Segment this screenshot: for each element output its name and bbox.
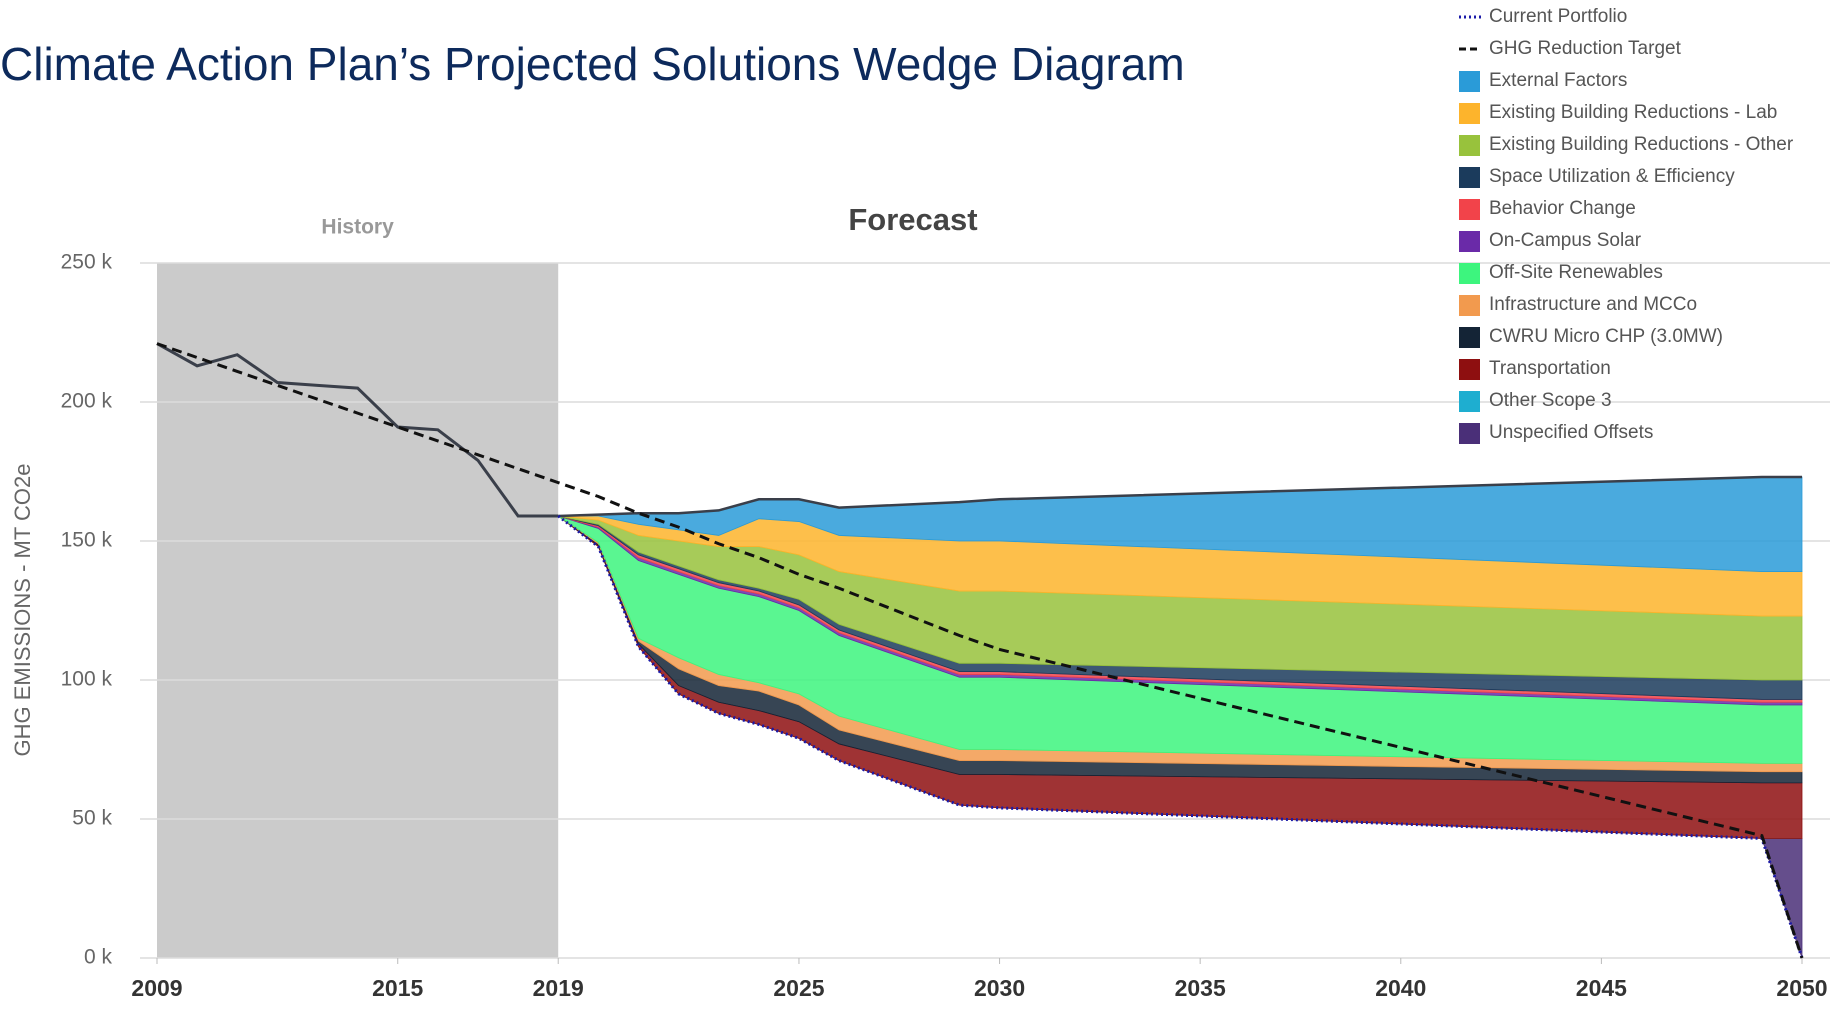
- legend-label: Unspecified Offsets: [1489, 422, 1653, 443]
- legend-swatch: [1459, 263, 1480, 284]
- legend-swatch: [1459, 327, 1480, 348]
- legend-swatch: [1459, 71, 1480, 92]
- legend-swatch: [1459, 231, 1480, 252]
- legend-swatch: [1459, 167, 1480, 188]
- history-band: [157, 263, 559, 958]
- legend-label: On-Campus Solar: [1489, 230, 1642, 251]
- legend-swatch: [1459, 295, 1480, 316]
- legend-swatch: [1459, 135, 1480, 156]
- stack-top-line: [558, 475, 1802, 518]
- x-tick-label: 2040: [1375, 975, 1426, 1001]
- legend-swatch: [1459, 423, 1480, 444]
- chart-title: Climate Action Plan’s Projected Solution…: [0, 38, 1185, 90]
- legend-label: Existing Building Reductions - Lab: [1489, 102, 1777, 123]
- y-tick-label: 50 k: [72, 807, 112, 830]
- x-tick-label: 2025: [773, 975, 824, 1001]
- legend-label: CWRU Micro CHP (3.0MW): [1489, 326, 1723, 347]
- x-tick-label: 2035: [1175, 975, 1226, 1001]
- y-tick-label: 0 k: [84, 946, 113, 969]
- line-series: [557, 514, 1804, 959]
- y-tick-label: 250 k: [61, 251, 113, 274]
- y-tick-label: 100 k: [61, 668, 113, 691]
- legend-label: Off-Site Renewables: [1489, 262, 1663, 283]
- legend-swatch: [1459, 359, 1480, 380]
- x-tick-label: 2030: [974, 975, 1025, 1001]
- y-tick-label: 200 k: [61, 390, 113, 413]
- y-axis-title: GHG EMISSIONS - MT CO2e: [10, 464, 35, 757]
- legend-label: Existing Building Reductions - Other: [1489, 134, 1794, 155]
- legend-label: GHG Reduction Target: [1489, 38, 1682, 59]
- x-tick-label: 2019: [533, 975, 584, 1001]
- legend-label: Transportation: [1489, 358, 1611, 379]
- history-label: History: [321, 216, 394, 239]
- legend-label: Infrastructure and MCCo: [1489, 294, 1697, 315]
- y-tick-label: 150 k: [61, 529, 113, 552]
- forecast-label: Forecast: [848, 202, 977, 237]
- x-tick-label: 2050: [1776, 975, 1827, 1001]
- x-tick-label: 2009: [131, 975, 182, 1001]
- legend-swatch: [1459, 199, 1480, 220]
- legend-swatch: [1459, 103, 1480, 124]
- legend-label: External Factors: [1489, 70, 1627, 91]
- line-series: [156, 342, 1804, 959]
- legend-label: Space Utilization & Efficiency: [1489, 166, 1735, 187]
- x-tick-label: 2015: [372, 975, 423, 1001]
- x-tick-label: 2045: [1576, 975, 1627, 1001]
- legend-swatch: [1459, 391, 1480, 412]
- legend-label: Current Portfolio: [1489, 6, 1627, 27]
- legend-label: Other Scope 3: [1489, 390, 1612, 411]
- line-series: [156, 342, 559, 518]
- legend-label: Behavior Change: [1489, 198, 1636, 219]
